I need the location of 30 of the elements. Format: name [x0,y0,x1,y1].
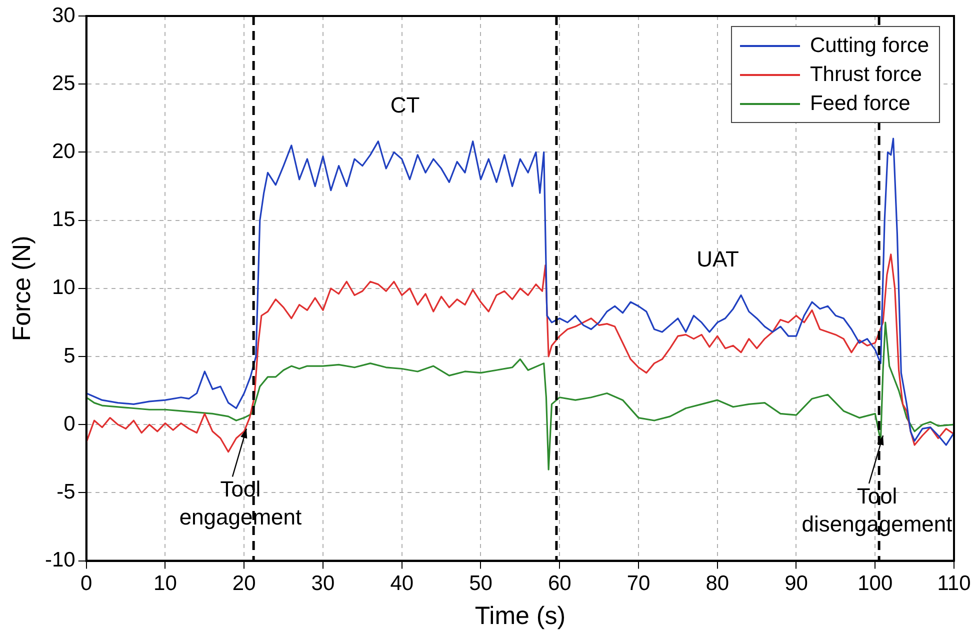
x-tick-label: 30 [311,572,335,596]
y-tick-label: 30 [52,4,76,27]
annotation: Tool engagement [179,476,302,530]
x-tick-label: 0 [80,572,92,596]
legend-label: Thrust force [810,62,922,88]
x-tick-label: 90 [784,572,808,596]
x-tick-label: 10 [154,572,177,596]
y-tick-label: 15 [52,208,76,232]
x-tick-label: 60 [548,572,572,596]
y-tick-label: -5 [56,480,76,504]
x-tick-label: 20 [232,572,256,596]
x-tick-label: 100 [858,572,893,596]
y-tick-label: -10 [44,548,76,572]
legend-label: Cutting force [810,33,929,59]
x-axis-title: Time (s) [474,602,566,630]
x-tick-label: 110 [937,572,971,596]
x-tick-label: 80 [706,572,730,596]
x-tick-label: 70 [626,572,650,596]
y-tick-label: 0 [64,412,76,436]
annotation: CT [390,92,420,118]
legend-label: Feed force [810,91,910,117]
y-tick-label: 5 [64,344,76,368]
y-tick-label: 10 [52,276,76,300]
x-tick-label: 50 [469,572,492,596]
y-axis-title: Force (N) [8,236,36,342]
y-tick-label: 25 [52,72,76,95]
annotation: UAT [696,246,739,272]
x-tick-label: 40 [390,572,414,596]
y-tick-label: 20 [52,140,76,163]
annotation: Tool disengagement [802,484,952,537]
